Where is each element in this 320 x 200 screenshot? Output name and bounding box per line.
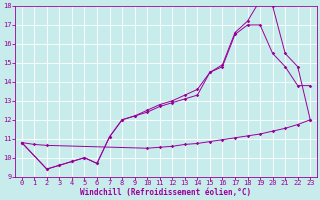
X-axis label: Windchill (Refroidissement éolien,°C): Windchill (Refroidissement éolien,°C) bbox=[80, 188, 252, 197]
